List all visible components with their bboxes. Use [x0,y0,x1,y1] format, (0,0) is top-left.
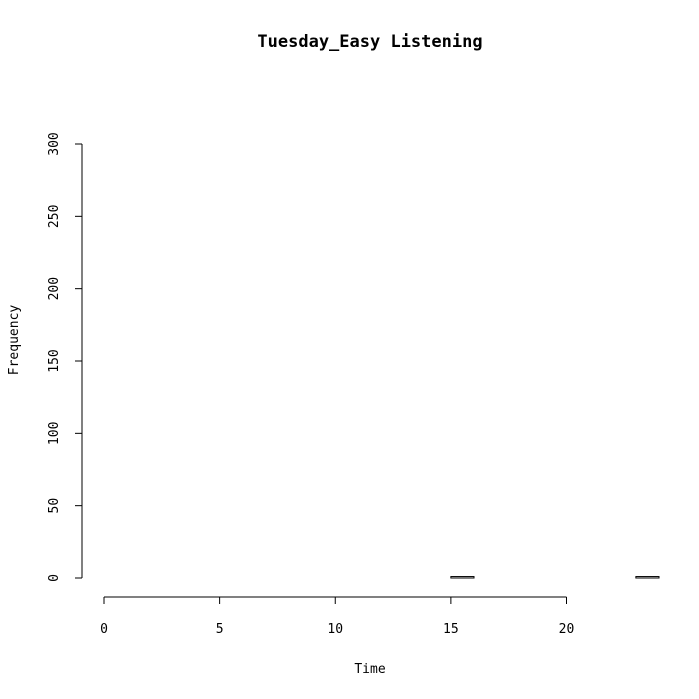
histogram-bar-15 [450,576,475,579]
y-axis: 0 50 100 150 200 250 300 [47,132,83,582]
chart-title: Tuesday_Easy Listening [257,32,482,52]
x-tick-label-4: 20 [559,622,575,637]
x-tick-label-3: 15 [443,622,459,637]
y-tick-label-2: 100 [47,422,62,445]
x-tick-label-0: 0 [100,622,108,637]
x-axis: 0 5 10 15 20 [100,596,575,637]
bars-group [450,576,660,579]
y-tick-label-3: 150 [47,349,62,372]
y-tick-label-4: 200 [47,277,62,300]
x-tick-label-1: 5 [216,622,224,637]
y-tick-label-0: 0 [47,574,62,582]
y-tick-label-1: 50 [47,498,62,514]
histogram-bar-23 [635,576,660,579]
y-tick-label-6: 300 [47,132,62,155]
x-tick-label-2: 10 [327,622,343,637]
y-axis-label: Frequency [7,305,22,376]
x-axis-label: Time [354,662,385,677]
y-tick-label-5: 250 [47,205,62,228]
